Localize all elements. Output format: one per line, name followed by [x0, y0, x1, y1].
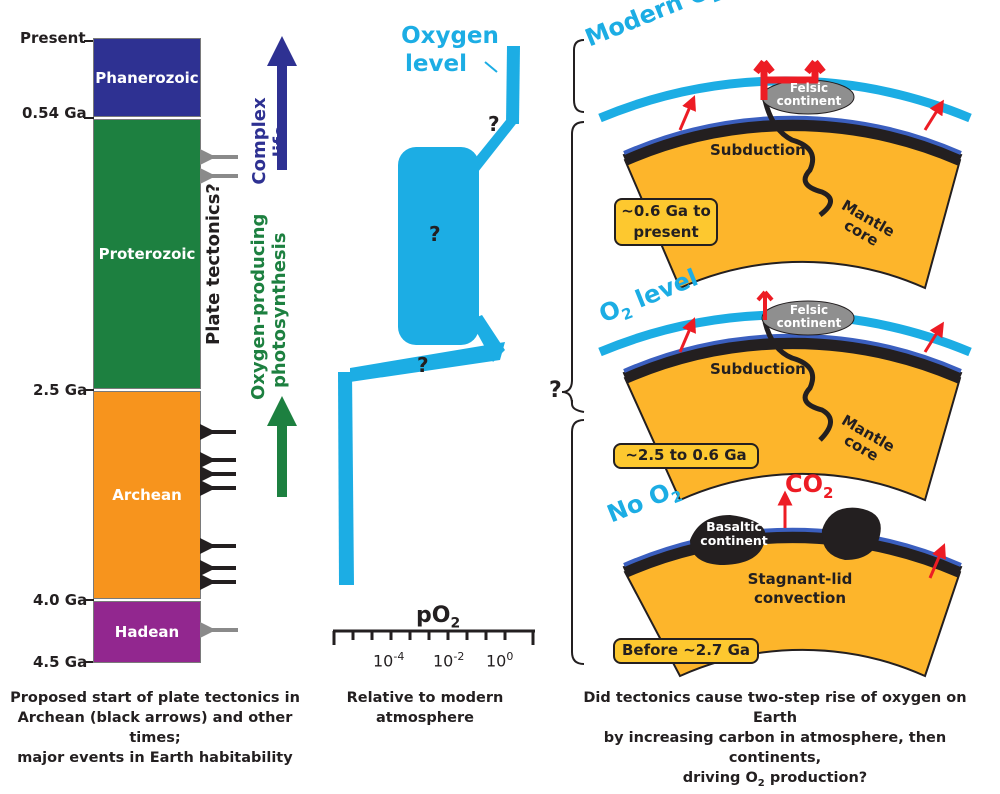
tag-2-5-to-0-6-ga: ~2.5 to 0.6 Ga — [613, 443, 759, 469]
oxygen-top-segment — [506, 46, 520, 124]
eon-hadean: Hadean — [93, 601, 201, 663]
felsic-label-1-line2: continent — [776, 94, 842, 108]
basaltic-continent-2 — [821, 507, 881, 560]
subduction-slab-1 — [762, 99, 833, 217]
felsic-label-2: Felsic continent — [770, 304, 848, 330]
timeline-caption-line3: major events in Earth habitability — [17, 750, 293, 766]
felsic-continent-2 — [761, 300, 855, 336]
tag-before-2-7-ga: Before ~2.7 Ga — [613, 638, 759, 664]
tag-0-6-ga-line2: present — [633, 223, 699, 241]
subduction-label-2: Subduction — [710, 360, 806, 378]
complex-life-arrow — [267, 36, 297, 170]
brace-top — [573, 39, 585, 113]
po2-axis — [332, 629, 535, 645]
tick-label-1e-2: 10-2 — [433, 650, 465, 671]
tick-label-1e-4: 10-4 — [373, 650, 405, 671]
black-arrows-archean — [200, 420, 236, 594]
stagnant-lid-label: Stagnant-lid convection — [740, 570, 860, 608]
oxygen-caption-line2: atmosphere — [376, 710, 474, 726]
oxygen-bottom-segment — [338, 372, 354, 585]
big-arrows — [267, 36, 297, 497]
brace-bottom — [571, 419, 585, 665]
earth-caption-line3: driving O2 production? — [682, 770, 868, 789]
earth-caption: Did tectonics cause two-step rise of oxy… — [560, 688, 990, 794]
brace-middle — [561, 121, 585, 405]
stagnant-lid-line2: convection — [753, 589, 846, 607]
felsic-label-1-line1: Felsic — [789, 81, 829, 95]
subduction-slab-2 — [762, 321, 833, 442]
timeline-caption-line2: Archean (black arrows) and other times; — [17, 710, 293, 746]
tick-label-1e0: 100 — [486, 650, 514, 671]
oxygen-caption-line1: Relative to modern — [346, 690, 504, 706]
felsic-label-2-line1: Felsic — [789, 303, 829, 317]
oxygen-level-title: Oxygen level — [395, 22, 505, 78]
oxygen-level-title-line2: level — [405, 51, 467, 77]
oxygen-caption: Relative to modern atmosphere — [340, 688, 510, 728]
question-mark-upper: ? — [488, 112, 500, 136]
co2-label: CO2 — [785, 470, 834, 502]
plate-tectonics-label: Plate tectonics? — [203, 183, 224, 345]
po2-axis-label: pO2 — [416, 603, 461, 632]
earth-caption-line2: by increasing carbon in atmosphere, then… — [603, 730, 947, 766]
timeline-caption-line1: Proposed start of plate tectonics in — [10, 690, 300, 706]
basaltic-continent — [690, 515, 766, 565]
photosynthesis-arrow — [267, 396, 297, 497]
basaltic-label-line1: Basaltic — [706, 519, 762, 534]
earth-panel-graphics — [561, 39, 972, 678]
question-mark-brace: ? — [549, 378, 562, 403]
stagnant-lid-line1: Stagnant-lid — [747, 570, 853, 588]
basaltic-label: Basaltic continent — [692, 520, 776, 548]
oxygen-box — [398, 147, 479, 345]
earth-section-1 — [598, 59, 972, 290]
label-4-0-ga: 4.0 Ga — [33, 591, 88, 609]
timeline-ticks — [84, 40, 94, 663]
oxygen-lower-connector-b — [350, 342, 505, 382]
question-mark-box: ? — [429, 222, 441, 246]
oxygen-level-title-line1: Oxygen — [401, 23, 499, 49]
tectonics-arrows — [200, 145, 238, 642]
tag-0-6-ga-to-present: ~0.6 Ga to present — [614, 198, 718, 246]
label-0-54-ga: 0.54 Ga — [22, 104, 87, 122]
eon-archean: Archean — [93, 391, 201, 599]
eon-proterozoic: Proterozoic — [93, 119, 201, 389]
label-2-5-ga: 2.5 Ga — [33, 381, 88, 399]
braces — [561, 39, 585, 665]
tag-0-6-ga-line1: ~0.6 Ga to — [621, 202, 711, 220]
timeline-caption: Proposed start of plate tectonics in Arc… — [5, 688, 305, 768]
red-arrows-felsic-1 — [753, 59, 826, 100]
earth-caption-line1: Did tectonics cause two-step rise of oxy… — [583, 690, 967, 726]
label-4-5-ga: 4.5 Ga — [33, 653, 88, 671]
felsic-label-1: Felsic continent — [770, 82, 848, 108]
felsic-label-2-line2: continent — [776, 316, 842, 330]
basaltic-label-line2: continent — [700, 533, 768, 548]
present-label: Present — [20, 29, 86, 47]
subduction-label-1: Subduction — [710, 141, 806, 159]
eon-phanerozoic: Phanerozoic — [93, 38, 201, 117]
question-mark-lower: ? — [417, 353, 429, 377]
oxygen-curve — [338, 46, 520, 585]
